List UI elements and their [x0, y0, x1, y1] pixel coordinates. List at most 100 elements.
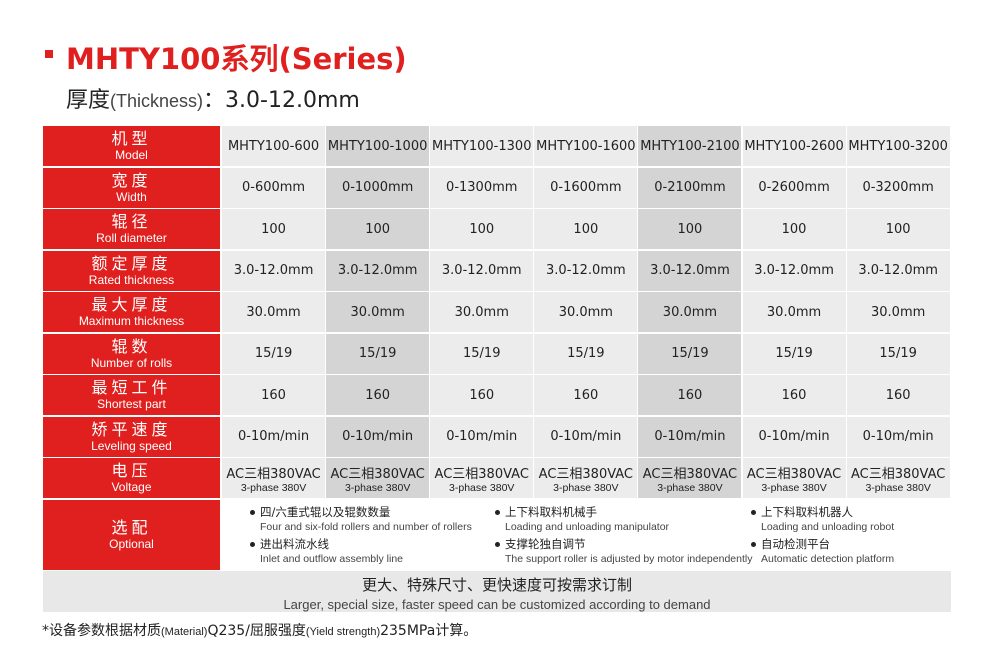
label-zh: 机型: [111, 129, 152, 148]
table-cell: 3.0-12.0mm: [222, 250, 326, 291]
footer-zh: 更大、特殊尺寸、更快速度可按需求订制: [361, 575, 632, 594]
label-en: Model: [115, 148, 148, 162]
label-zh: 选配: [111, 517, 152, 537]
label-zh: 最大厚度: [91, 295, 172, 314]
table-cell: 30.0mm: [638, 292, 742, 332]
label-en: Width: [116, 189, 147, 204]
table-cell: 100: [222, 209, 326, 249]
table-cell: 0-10m/min: [326, 416, 430, 457]
table-cell: 15/19: [430, 333, 534, 374]
table-cell: AC三相380VAC 3-phase 380V: [430, 458, 534, 498]
table-cell: 3.0-12.0mm: [742, 250, 846, 291]
table-cell: 30.0mm: [846, 292, 950, 332]
label-en: Leveling speed: [91, 438, 172, 453]
row-label: 矫平速度 Leveling speed: [43, 416, 220, 457]
item-en: Inlet and outflow assembly line: [260, 552, 403, 565]
table-cell: 3.0-12.0mm: [638, 250, 742, 291]
row-label: 选配 Optional: [43, 499, 220, 570]
cell-sub: 3-phase 380V: [761, 481, 827, 494]
cell-main: AC三相380VAC: [434, 466, 529, 482]
table-cell: 0-10m/min: [430, 416, 534, 457]
table-cell: 0-1000mm: [326, 167, 430, 208]
table-cell: 0-10m/min: [222, 416, 326, 457]
table-cell: AC三相380VAC 3-phase 380V: [846, 458, 950, 498]
cell-main: AC三相380VAC: [226, 466, 321, 482]
table-cell: MHTY100-600: [222, 126, 326, 166]
item-zh: 自动检测平台: [751, 537, 894, 552]
table-cell: 15/19: [534, 333, 638, 374]
table-cell: AC三相380VAC 3-phase 380V: [742, 458, 846, 498]
note-part: 235MPa计算。: [380, 623, 478, 639]
table-cell: 160: [430, 375, 534, 415]
footer-row: 更大、特殊尺寸、更快速度可按需求订制 Larger, special size, …: [43, 570, 951, 612]
cell-main: AC三相380VAC: [642, 466, 738, 482]
row-label: 宽度 Width: [43, 167, 220, 208]
table-cell: 0-2600mm: [742, 167, 846, 208]
subtitle-value: ：3.0-12.0mm: [203, 88, 360, 113]
table-cell: 0-1600mm: [534, 167, 638, 208]
table-cell: 15/19: [846, 333, 950, 374]
table-cell: MHTY100-1600: [534, 126, 638, 166]
item-en: Loading and unloading manipulator: [505, 520, 670, 533]
label-en: Optional: [109, 536, 154, 551]
note-part: (Yield strength): [305, 626, 381, 638]
table-cell: AC三相380VAC 3-phase 380V: [534, 458, 638, 498]
item-en: Four and six-fold rollers and number of …: [260, 520, 472, 533]
table-cell: 0-1300mm: [430, 167, 534, 208]
note-part: *设备参数根据材质: [42, 623, 161, 639]
item-zh: 支撑轮独自调节: [495, 537, 752, 552]
row-label: 最短工件 Shortest part: [43, 375, 220, 415]
table-cell: 100: [846, 209, 950, 249]
row-label: 额定厚度 Rated thickness: [43, 250, 220, 291]
table-cell: 100: [534, 209, 638, 249]
table-cell: MHTY100-3200: [846, 126, 950, 166]
table-cell: 0-3200mm: [846, 167, 950, 208]
label-zh: 辊径: [111, 212, 152, 231]
optional-item: 自动检测平台 Automatic detection platform: [751, 537, 894, 567]
title: MHTY100系列(Series): [66, 42, 407, 76]
note: *设备参数根据材质(Material)Q235/屈服强度(Yield stren…: [42, 620, 477, 640]
cell-sub: 3-phase 380V: [240, 481, 307, 494]
table-cell: 160: [222, 375, 326, 415]
item-zh: 进出料流水线: [250, 537, 403, 552]
cell-sub: 3-phase 380V: [449, 481, 515, 494]
cell-main: AC三相380VAC: [850, 466, 946, 482]
bullet: [45, 50, 53, 58]
row-label: 电压 Voltage: [43, 458, 220, 498]
table-cell: 100: [638, 209, 742, 249]
table-cell: 160: [638, 375, 742, 415]
label-zh: 辊数: [111, 336, 152, 356]
table-cell: AC三相380VAC 3-phase 380V: [222, 458, 326, 498]
cell-sub: 3-phase 380V: [865, 481, 931, 494]
row-label: 机型 Model: [43, 126, 220, 166]
cell-main: AC三相380VAC: [538, 466, 634, 482]
table-cell: 0-2100mm: [638, 167, 742, 208]
table-cell: 100: [742, 209, 846, 249]
table-cell: 0-10m/min: [846, 416, 950, 457]
table-cell: 15/19: [742, 333, 846, 374]
subtitle: 厚度(Thickness)：3.0-12.0mm: [66, 82, 360, 114]
table-cell: 0-10m/min: [742, 416, 846, 457]
optional-item: 上下料取料机械手 Loading and unloading manipulato…: [495, 505, 669, 535]
cell-sub: 3-phase 380V: [344, 481, 411, 494]
table-cell: 3.0-12.0mm: [430, 250, 534, 291]
label-zh: 最短工件: [91, 378, 172, 397]
row-label: 辊数 Number of rolls: [43, 333, 220, 374]
table-cell: 30.0mm: [222, 292, 326, 332]
table-cell: 160: [742, 375, 846, 415]
table-cell: 160: [846, 375, 950, 415]
table-cell: 30.0mm: [534, 292, 638, 332]
note-part: (Material): [161, 626, 208, 638]
table-cell: 0-600mm: [222, 167, 326, 208]
item-zh: 四/六重式辊以及辊数数量: [250, 505, 472, 520]
label-zh: 矫平速度: [91, 419, 172, 439]
row-label: 最大厚度 Maximum thickness: [43, 292, 220, 332]
table-cell: 15/19: [638, 333, 742, 374]
label-en: Shortest part: [97, 397, 166, 411]
item-zh: 上下料取料机械手: [495, 505, 669, 520]
table-cell: 15/19: [222, 333, 326, 374]
optional-item: 上下料取料机器人 Loading and unloading robot: [751, 505, 894, 535]
label-en: Number of rolls: [90, 355, 173, 370]
table-cell: MHTY100-1300: [430, 126, 534, 166]
label-en: Roll diameter: [96, 231, 167, 245]
